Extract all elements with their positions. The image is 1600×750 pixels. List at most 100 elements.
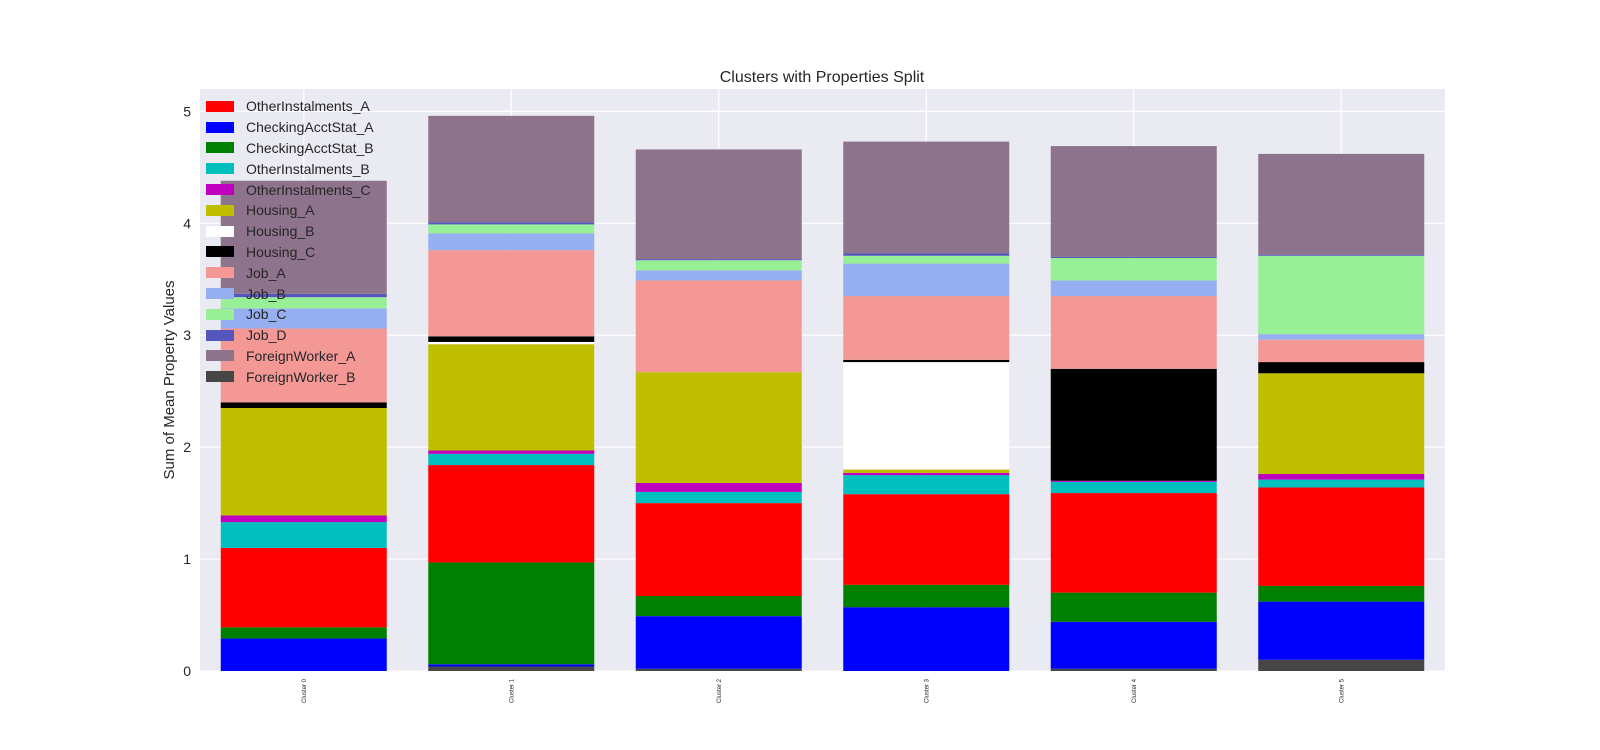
- legend-item: Housing_B: [206, 221, 374, 242]
- legend-item: ForeignWorker_A: [206, 346, 374, 367]
- legend-swatch: [206, 246, 234, 258]
- bar-segment-foreignworker-b: [1258, 659, 1425, 671]
- bar-segment-job-a: [843, 296, 1010, 360]
- bar-segment-otherinstalments-a: [428, 465, 595, 563]
- legend-item: Job_B: [206, 283, 374, 304]
- bar-segment-job-a: [428, 250, 595, 337]
- bar-segment-housing-a: [220, 407, 387, 516]
- bar-segment-housing-a: [1258, 373, 1425, 475]
- bar-segment-housing-b: [843, 362, 1010, 470]
- y-tick-label: 5: [183, 103, 191, 119]
- legend-label: Housing_B: [246, 223, 315, 240]
- legend-label: Housing_C: [246, 243, 316, 260]
- bar-segment-job-b: [1258, 334, 1425, 340]
- bar-segment-job-a: [1050, 296, 1217, 369]
- legend-swatch: [206, 350, 234, 362]
- bar-segment-job-a: [635, 280, 802, 373]
- bar-segment-job-b: [843, 263, 1010, 297]
- bar-segment-foreignworker-a: [220, 180, 387, 294]
- bar-segment-otherinstalments-b: [635, 491, 802, 504]
- bar-segment-job-c: [220, 297, 387, 309]
- legend-item: ForeignWorker_B: [206, 366, 374, 387]
- bar-segment-checkingacctstat-b: [1050, 592, 1217, 622]
- bar-segment-foreignworker-a: [428, 115, 595, 223]
- x-tick-label: Cluster 3: [924, 678, 930, 703]
- legend-swatch: [206, 100, 234, 112]
- legend-swatch: [206, 329, 234, 341]
- bar-segment-housing-c: [428, 336, 595, 342]
- bar-segment-housing-c: [1050, 368, 1217, 481]
- legend-swatch: [206, 142, 234, 154]
- bar-segment-job-c: [635, 260, 802, 271]
- legend-item: Housing_A: [206, 200, 374, 221]
- legend-swatch: [206, 184, 234, 196]
- bar-segment-otherinstalments-c: [1050, 480, 1217, 482]
- x-tick-label: Cluster 0: [302, 678, 308, 703]
- legend-swatch: [206, 371, 234, 383]
- y-tick-label: 4: [183, 215, 191, 231]
- legend-label: Job_D: [246, 327, 287, 344]
- bar-segment-job-c: [428, 224, 595, 234]
- bar-segment-job-b: [428, 233, 595, 251]
- y-tick-label: 2: [183, 439, 191, 455]
- bar-segment-housing-c: [1258, 362, 1425, 374]
- bar-segment-housing-a: [428, 344, 595, 451]
- legend-label: OtherInstalments_C: [246, 181, 371, 198]
- legend-item: Housing_C: [206, 242, 374, 263]
- legend-item: OtherInstalments_C: [206, 179, 374, 200]
- legend-swatch: [206, 121, 234, 133]
- bar-segment-otherinstalments-c: [635, 482, 802, 492]
- bar-segment-job-b: [220, 308, 387, 329]
- bar-segment-job-d: [220, 293, 387, 298]
- x-tick-label: Cluster 1: [509, 678, 515, 703]
- y-tick-labels: 0 1 2 3 4 5: [183, 103, 191, 679]
- bar-segment-otherinstalments-b: [428, 453, 595, 466]
- horizontal-gridlines: [200, 110, 1445, 672]
- bar-segment-otherinstalments-b: [843, 475, 1010, 495]
- bar-segment-job-d: [843, 253, 1010, 256]
- bar-segment-checkingacctstat-b: [635, 596, 802, 617]
- legend-swatch: [206, 308, 234, 320]
- chart-title: Clusters with Properties Split: [720, 69, 925, 86]
- bar-segment-job-c: [1258, 255, 1425, 335]
- legend-item: CheckingAcctStat_B: [206, 138, 374, 159]
- legend-label: Job_A: [246, 264, 286, 281]
- bar-segment-job-a: [220, 328, 387, 403]
- bar-segment-checkingacctstat-b: [843, 584, 1010, 608]
- legend-label: CheckingAcctStat_A: [246, 119, 374, 136]
- bar-segment-checkingacctstat-b: [1258, 585, 1425, 602]
- bar-segment-job-c: [843, 255, 1010, 264]
- bar-segment-otherinstalments-c: [843, 472, 1010, 476]
- bar-segment-otherinstalments-c: [1258, 474, 1425, 480]
- legend-swatch: [206, 204, 234, 216]
- bar-segment-checkingacctstat-a: [428, 664, 595, 667]
- bar-segment-foreignworker-a: [1258, 153, 1425, 255]
- bar-segment-housing-b: [428, 341, 595, 345]
- legend-swatch: [206, 267, 234, 279]
- legend-label: OtherInstalments_A: [246, 98, 370, 115]
- x-tick-label: Cluster 2: [717, 678, 723, 703]
- legend-swatch: [206, 288, 234, 300]
- bar-segment-housing-a: [635, 372, 802, 483]
- bar-segment-foreignworker-b: [635, 668, 802, 671]
- chart-legend: OtherInstalments_A CheckingAcctStat_A Chec…: [206, 96, 374, 387]
- bar-segment-housing-c: [220, 402, 387, 408]
- x-tick-label: Cluster 4: [1132, 678, 1138, 703]
- legend-item: OtherInstalments_B: [206, 158, 374, 179]
- bar-segment-job-b: [635, 270, 802, 281]
- bar-segment-housing-c: [843, 359, 1010, 363]
- bar-segment-checkingacctstat-a: [635, 616, 802, 669]
- bars-group: [220, 115, 1425, 671]
- legend-label: ForeignWorker_A: [246, 347, 356, 364]
- x-tick-labels: Cluster 0 Cluster 1 Cluster 2 Cluster 3 Clus…: [302, 678, 1346, 703]
- legend-label: Job_C: [246, 306, 287, 323]
- bar-segment-checkingacctstat-a: [1050, 621, 1217, 669]
- legend-label: Housing_A: [246, 202, 315, 219]
- bar-segment-otherinstalments-a: [1050, 493, 1217, 593]
- legend-item: Job_A: [206, 262, 374, 283]
- legend-item: Job_D: [206, 325, 374, 346]
- bar-segment-job-b: [1050, 280, 1217, 297]
- bar-segment-otherinstalments-a: [843, 494, 1010, 585]
- bar-segment-job-d: [1050, 256, 1217, 259]
